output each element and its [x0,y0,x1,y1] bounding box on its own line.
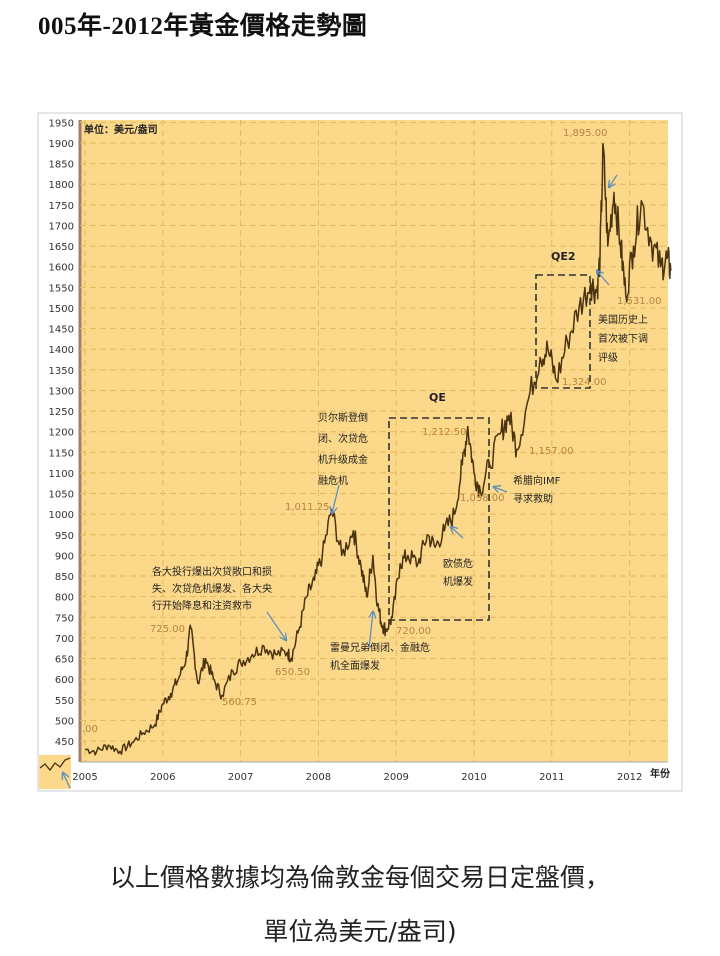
value-label: 560.75 [222,697,257,708]
annotation-line: 机升级成金 [318,453,368,466]
y-tick-label: 1050 [49,490,74,501]
y-tick-label: 1100 [49,469,74,480]
annotation-line: 行开始降息和注资救市 [152,599,252,612]
qe2-label: QE2 [551,250,576,263]
y-tick-label: 700 [55,634,74,645]
y-tick-label: 1700 [49,221,74,232]
y-tick-label: 1350 [49,366,74,377]
y-tick-label: 850 [55,572,74,583]
annotation-subprime: 各大投行爆出次贷敞口和损 失、次贷危机爆发、各大央 行开始降息和注资救市 [152,565,272,612]
plot-area [80,120,668,762]
annotation-line: 美国历史上 [598,313,648,326]
y-tick-label: 1400 [49,345,74,356]
qe-box [388,417,490,621]
arrow-icon [63,773,71,789]
arrow-icon [609,174,618,187]
y-tick-label: 550 [55,696,74,707]
page-title: 005年-2012年黃金價格走勢圖 [38,13,368,40]
y-tick-label: 500 [55,716,74,727]
y-tick-label: 1000 [49,510,74,521]
y-tick-label: 750 [55,613,74,624]
annotation-line: 首次被下调 [598,332,648,345]
annotation-line: 各大投行爆出次贷敞口和损 [152,565,272,578]
annotation-bear-stearns: 贝尔斯登倒 闭、次贷危 机升级成金 融危机 [318,411,368,487]
y-tick-label: 1950 [49,118,74,129]
x-tick-label: 2006 [150,772,175,783]
y-tick-label: 1550 [49,283,74,294]
qe2-box [535,274,591,389]
annotation-line: 贝尔斯登倒 [318,411,368,424]
arrow-icon [266,611,286,640]
x-tick-label: 2012 [617,772,642,783]
annotation-line: 希腊向IMF [513,474,561,487]
x-tick-label: 2007 [228,772,253,783]
annotation-line: 融危机 [318,474,348,487]
y-tick-label: 1650 [49,242,74,253]
y-tick-label: 1800 [49,180,74,191]
value-label: 650.50 [275,667,310,678]
value-label: 720.00 [396,626,431,637]
arrow-icon [451,527,464,539]
arrow-icon [332,484,340,513]
y-tick-label: 1250 [49,407,74,418]
annotation-line: 寻求救助 [513,492,553,505]
value-label: 1,058.00 [460,493,505,504]
arrow-icon [494,487,508,492]
annotation-line: 闭、次贷危 [318,432,368,445]
y-tick-label: 1200 [49,428,74,439]
qe-label: QE [429,391,446,404]
annotation-us-downgrade: 美国历史上 首次被下调 评级 [598,313,648,364]
annotation-euro-debt: 欧债危 机爆发 [443,557,473,588]
annotation-line: 欧债危 [443,557,473,570]
y-tick-label: 1450 [49,325,74,336]
caption-line-2: 單位為美元/盎司) [263,917,457,946]
x-axis-label: 年份 [650,767,671,780]
value-label: 1,157.00 [529,446,574,457]
y-tick-label: 800 [55,593,74,604]
x-tick-label: 2005 [72,772,97,783]
value-label: 1,212.50 [422,427,467,438]
value-label: 1,895.00 [563,128,608,139]
y-tick-label: 1300 [49,386,74,397]
y-tick-label: 450 [55,737,74,748]
value-label: 725.00 [150,624,185,635]
arrow-icon [597,271,610,286]
y-tick-label: 1850 [49,160,74,171]
y-tick-label: 600 [55,675,74,686]
value-label: 1,531.00 [617,296,662,307]
value-label: .00 [82,724,98,735]
x-tick-label: 2009 [383,772,408,783]
annotation-lehman: 雷曼兄弟倒闭、金融危 机全面爆发 [330,641,430,672]
annotation-line: 雷曼兄弟倒闭、金融危 [330,641,430,654]
annotation-line: 评级 [598,352,618,364]
y-tick-label: 650 [55,655,74,666]
arrow-icon [368,612,373,649]
x-tick-label: 2008 [306,772,331,783]
x-tick-label: 2010 [461,772,486,783]
series-line [84,142,672,756]
value-label: 1,324.00 [562,377,607,388]
value-label: 1,011.25 [285,502,330,513]
y-tick-label: 1500 [49,304,74,315]
y-tick-label: 1750 [49,201,74,212]
inset-line [39,757,71,772]
x-tick-label: 2011 [539,772,564,783]
annotation-line: 失、次贷危机爆发、各大央 [152,582,272,595]
y-tick-label: 1600 [49,263,74,274]
y-tick-label: 1150 [49,448,74,459]
annotation-greece-imf: 希腊向IMF 寻求救助 [513,474,561,505]
y-tick-label: 1900 [49,139,74,150]
unit-label: 单位：美元/盎司 [84,123,158,136]
y-tick-label: 900 [55,551,74,562]
y-tick-label: 950 [55,531,74,542]
annotation-line: 机爆发 [443,575,473,588]
annotation-line: 机全面爆发 [330,659,380,672]
caption-line-1: 以上價格數據均為倫敦金每個交易日定盤價， [109,863,610,892]
